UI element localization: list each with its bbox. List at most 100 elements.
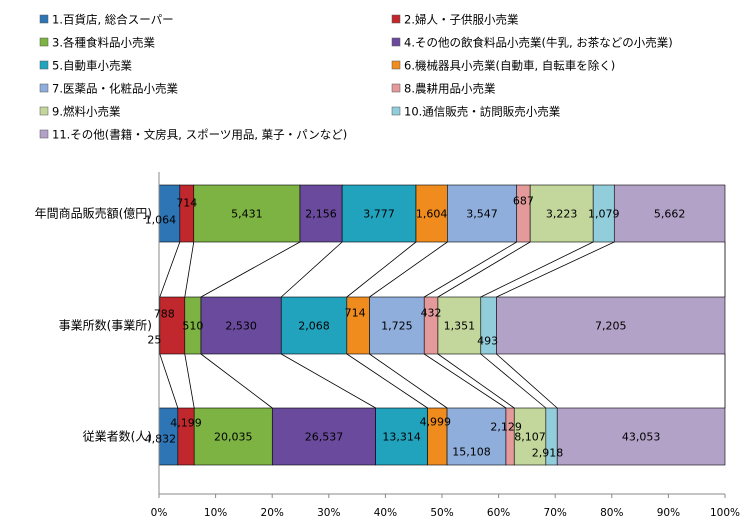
connector-line bbox=[184, 241, 195, 298]
data-label: 4,832 bbox=[145, 433, 177, 446]
connector-line bbox=[369, 353, 448, 409]
connector-line bbox=[480, 353, 547, 409]
bar-segment bbox=[280, 296, 348, 355]
connector-line bbox=[159, 241, 181, 298]
x-tick-label: 80% bbox=[600, 507, 623, 519]
bar-segment bbox=[556, 407, 726, 466]
legend-swatch bbox=[39, 129, 49, 139]
bar-segment bbox=[415, 184, 448, 243]
legend: 1.百貨店, 総合スーパー 2.婦人・子供服小売業 3.各種食料品小売業 4.その他の… bbox=[39, 13, 673, 142]
data-label: 7,205 bbox=[595, 320, 627, 333]
data-label: 2,530 bbox=[225, 320, 257, 333]
data-label: 4,999 bbox=[420, 416, 452, 429]
bar-segment bbox=[193, 184, 301, 243]
legend-item: 4.その他の飲食料品小売業(牛乳, お茶などの小売業) bbox=[391, 36, 673, 50]
bar-segment bbox=[437, 296, 482, 355]
data-label: 510 bbox=[182, 320, 203, 333]
x-tick-label: 10% bbox=[204, 507, 227, 519]
bar-segment bbox=[496, 296, 726, 355]
bar-segment bbox=[193, 407, 273, 466]
connector-line bbox=[280, 241, 343, 298]
legend-label: 4.その他の飲食料品小売業(牛乳, お茶などの小売業) bbox=[404, 36, 673, 50]
legend-item: 8.農耕用品小売業 bbox=[391, 82, 496, 96]
data-label: 5,662 bbox=[654, 208, 686, 221]
legend-label: 9.燃料小売業 bbox=[52, 105, 121, 119]
category-label: 年間商品販売額(億円) bbox=[35, 206, 152, 221]
data-label: 432 bbox=[421, 307, 442, 320]
x-tick-label: 100% bbox=[710, 507, 740, 519]
category-label: 事業所数(事業所) bbox=[59, 318, 152, 333]
legend-swatch bbox=[391, 37, 401, 47]
data-label: 493 bbox=[477, 335, 498, 348]
data-label: 2,918 bbox=[532, 447, 564, 460]
legend-label: 7.医薬品・化粧品小売業 bbox=[52, 82, 178, 96]
data-label: 2,156 bbox=[305, 208, 337, 221]
connector-line bbox=[496, 353, 558, 409]
legend-swatch bbox=[391, 83, 401, 93]
data-label: 26,537 bbox=[305, 431, 344, 444]
data-label: 13,314 bbox=[382, 431, 421, 444]
data-label: 1,604 bbox=[416, 208, 448, 221]
x-tick-label: 50% bbox=[430, 507, 453, 519]
x-tick-label: 20% bbox=[261, 507, 284, 519]
x-tick-label: 40% bbox=[374, 507, 397, 519]
data-label: 3,547 bbox=[466, 208, 498, 221]
x-tick-label: 70% bbox=[544, 507, 567, 519]
connector-line bbox=[423, 353, 507, 409]
data-label: 4,199 bbox=[170, 417, 202, 430]
x-axis: 0% 10% 20% 30% 40% 50% 60% 70% 80% 90% 100% bbox=[151, 172, 740, 519]
bar-segment bbox=[179, 184, 195, 243]
connector-line bbox=[480, 241, 594, 298]
data-labels: 1,064 714 5,431 2,156 3,777 1,604 3,547 687 3,22… bbox=[145, 195, 686, 460]
legend-swatch bbox=[391, 14, 401, 24]
legend-item: 6.機械器具小売業(自動車, 自転車を除く) bbox=[391, 59, 615, 73]
data-label: 2,129 bbox=[490, 421, 522, 434]
bar-segment bbox=[513, 407, 547, 466]
connector-line bbox=[281, 353, 376, 409]
data-label: 2,068 bbox=[298, 320, 330, 333]
legend-swatch bbox=[391, 106, 401, 116]
x-tick-label: 90% bbox=[657, 507, 680, 519]
data-label: 8,107 bbox=[514, 431, 546, 444]
legend-swatch bbox=[391, 60, 401, 70]
data-label: 43,053 bbox=[622, 431, 661, 444]
connector-line bbox=[437, 241, 531, 298]
legend-swatch bbox=[39, 106, 49, 116]
data-label: 3,777 bbox=[363, 208, 395, 221]
data-label: 1,351 bbox=[444, 320, 476, 333]
legend-item: 3.各種食料品小売業 bbox=[39, 36, 155, 50]
legend-item: 7.医薬品・化粧品小売業 bbox=[39, 82, 178, 96]
legend-swatch bbox=[39, 83, 49, 93]
connector-line bbox=[437, 353, 515, 409]
bar-segment bbox=[369, 296, 425, 355]
legend-label: 10.通信販売・訪問販売小売業 bbox=[404, 105, 561, 119]
connector-line bbox=[346, 353, 428, 409]
legend-label: 11.その他(書籍・文房具, スポーツ用品, 菓子・パンなど) bbox=[52, 128, 347, 142]
x-tick-label: 0% bbox=[151, 507, 168, 519]
connector-line bbox=[184, 353, 195, 409]
connector-line bbox=[424, 241, 517, 298]
legend-item: 1.百貨店, 総合スーパー bbox=[39, 13, 174, 27]
data-label: 3,223 bbox=[546, 208, 578, 221]
data-label: 20,035 bbox=[214, 431, 253, 444]
data-label: 714 bbox=[345, 307, 366, 320]
bar-segment bbox=[271, 407, 376, 466]
connector-line bbox=[200, 353, 273, 409]
bar-segment bbox=[613, 184, 726, 243]
legend-swatch bbox=[39, 14, 49, 24]
data-label: 1,725 bbox=[381, 320, 413, 333]
x-tick-label: 60% bbox=[487, 507, 510, 519]
legend-label: 2.婦人・子供服小売業 bbox=[404, 13, 519, 27]
data-label: 25 bbox=[147, 334, 161, 347]
legend-swatch bbox=[39, 60, 49, 70]
bar-segment bbox=[505, 407, 515, 466]
x-tick-label: 30% bbox=[317, 507, 340, 519]
legend-item: 10.通信販売・訪問販売小売業 bbox=[391, 105, 561, 119]
data-label: 1,064 bbox=[145, 214, 177, 227]
legend-item: 5.自動車小売業 bbox=[39, 59, 132, 73]
data-label: 714 bbox=[176, 197, 197, 210]
bar-segment bbox=[159, 296, 186, 355]
data-label: 5,431 bbox=[231, 208, 263, 221]
category-labels: 年間商品販売額(億円) 事業所数(事業所) 従業者数(人) bbox=[35, 206, 152, 444]
